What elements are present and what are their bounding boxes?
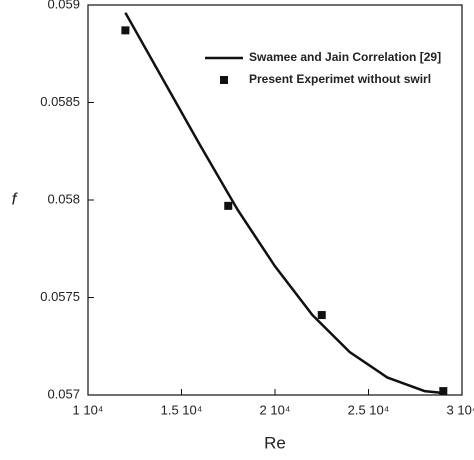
legend-label: Swamee and Jain Correlation [29] [249,50,441,64]
x-tick-label: 3 10⁴ [447,402,474,417]
marker [224,201,233,210]
x-tick-label: 1 10⁴ [73,402,104,417]
y-tick-label: 0.0575 [40,289,80,304]
x-tick-label: 1.5 10⁴ [161,402,203,417]
legend-marker [220,76,228,84]
marker [317,311,326,320]
legend-label: Present Experimet without swirl [249,72,431,86]
y-tick-label: 0.057 [47,386,80,401]
y-tick-label: 0.0585 [40,94,80,109]
line [124,12,444,395]
y-axis-label: f [12,189,19,208]
x-tick-label: 2 10⁴ [260,402,291,417]
x-tick-label: 2.5 10⁴ [348,402,390,417]
y-tick-label: 0.058 [47,191,80,206]
x-axis-label: Re [264,433,286,452]
marker [121,26,130,35]
y-tick-label: 0.059 [47,0,80,11]
marker [439,387,448,396]
